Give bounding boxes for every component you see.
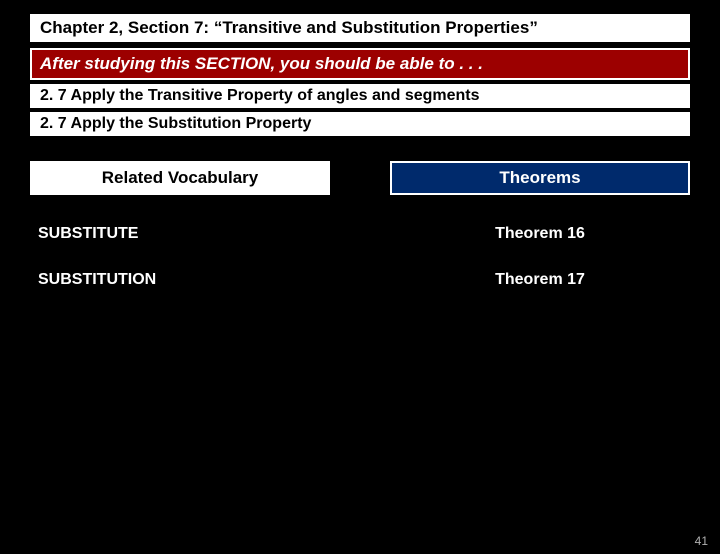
theorem-item: Theorem 17 [390,271,690,289]
vocabulary-item: SUBSTITUTE [38,225,330,243]
objective-item: 2. 7 Apply the Transitive Property of an… [30,84,690,108]
objectives-intro: After studying this SECTION, you should … [40,54,483,73]
vocabulary-header: Related Vocabulary [30,161,330,195]
objectives-box: After studying this SECTION, you should … [30,48,690,80]
vocabulary-item: SUBSTITUTION [38,271,330,289]
content-columns: Related Vocabulary SUBSTITUTE SUBSTITUTI… [30,161,690,317]
objective-item: 2. 7 Apply the Substitution Property [30,112,690,136]
page-number: 41 [695,534,708,548]
theorems-column: Theorems Theorem 16 Theorem 17 [390,161,690,317]
chapter-title: Chapter 2, Section 7: “Transitive and Su… [30,14,690,42]
theorem-item: Theorem 16 [390,225,690,243]
vocabulary-column: Related Vocabulary SUBSTITUTE SUBSTITUTI… [30,161,330,317]
theorems-header: Theorems [390,161,690,195]
